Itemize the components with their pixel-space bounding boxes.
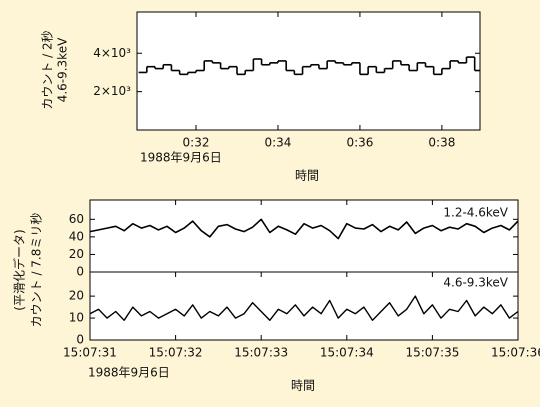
y-tick-label: 10	[69, 311, 84, 325]
x-tick-label: 15:07:32	[149, 346, 203, 360]
annotation: 1.2-4.6keV	[443, 206, 508, 220]
y-tick-label: 0	[76, 265, 84, 279]
x-tick-label: 15:07:35	[405, 346, 459, 360]
x-tick-label: 0:38	[428, 136, 455, 150]
x-axis-label: 時間	[295, 169, 319, 183]
x-axis-label: 時間	[291, 379, 315, 393]
x-tick-label: 15:07:33	[234, 346, 288, 360]
y-tick-label: 4×10³	[93, 46, 131, 60]
y-tick-label: 20	[69, 289, 84, 303]
y-axis-label: 4.6-9.3keV	[56, 37, 70, 102]
y-axis-label: (平滑化データ)	[12, 229, 27, 310]
plot-frame	[89, 271, 519, 341]
plot-frame	[89, 199, 519, 273]
plot-frame	[136, 11, 481, 131]
annotation: 4.6-9.3keV	[443, 276, 508, 290]
y-axis-label: カウント / 2秒	[41, 30, 55, 109]
date-label: 1988年9月6日	[140, 151, 222, 165]
x-tick-label: 15:07:31	[63, 346, 117, 360]
y-tick-label: 60	[69, 212, 84, 226]
y-tick-label: 0	[76, 333, 84, 347]
date-label: 1988年9月6日	[88, 366, 170, 380]
y-tick-label: 2×10³	[93, 84, 131, 98]
line	[89, 295, 519, 321]
line	[89, 218, 519, 240]
x-tick-label: 15:07:34	[320, 346, 374, 360]
x-tick-label: 0:32	[183, 136, 210, 150]
x-tick-label: 15:07:36	[491, 346, 540, 360]
y-tick-label: 20	[69, 247, 84, 261]
y-tick-label: 40	[69, 229, 84, 243]
x-tick-label: 0:36	[346, 136, 373, 150]
y-axis-label: カウント / 7.8ミリ秒	[30, 213, 44, 328]
x-tick-label: 0:34	[264, 136, 291, 150]
